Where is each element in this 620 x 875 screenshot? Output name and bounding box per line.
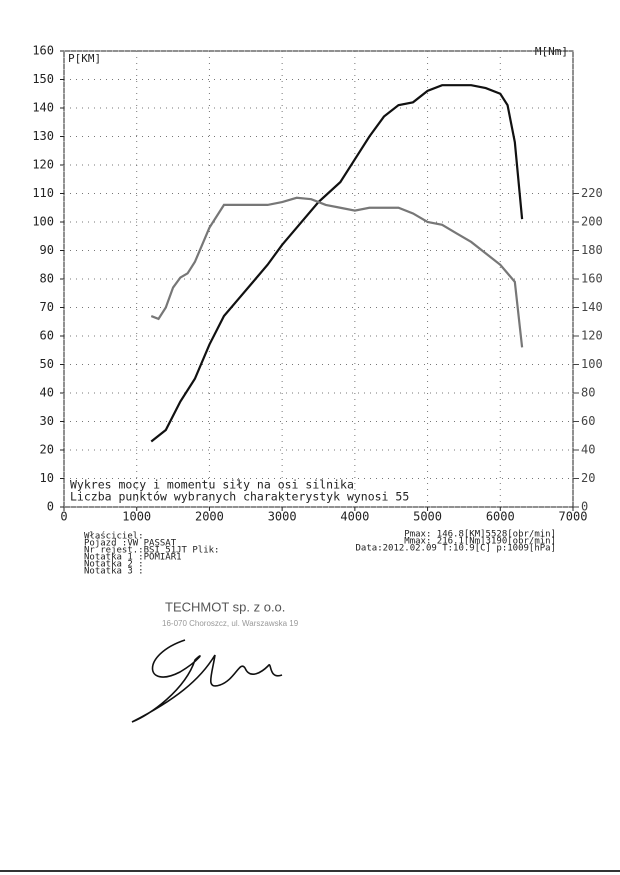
x-tick-label: 0 (60, 510, 67, 524)
y-tick-label: 150 (32, 72, 54, 86)
series-line (150, 84, 524, 443)
y2-tick-label: 180 (581, 243, 603, 257)
y2-tick-label: 120 (581, 329, 603, 343)
y2-tick-label: 100 (581, 357, 603, 371)
y-tick-label: 50 (40, 357, 54, 371)
y-tick-label: 0 (47, 500, 54, 514)
info-line: Data:2012.02.09 T:10.9[C] p:1009[hPa] (356, 544, 556, 554)
x-tick-label: 7000 (559, 510, 588, 524)
info-line: Właściciel: (84, 531, 144, 542)
y-tick-label: 130 (32, 129, 54, 143)
x-tick-label: 4000 (340, 510, 369, 524)
y2-tick-label: 220 (581, 186, 603, 200)
x-tick-label: 6000 (486, 510, 515, 524)
info-line: Mmax: 216.1[Nm]3190[obr/min] (404, 537, 556, 547)
y-tick-label: 60 (40, 329, 54, 343)
y-tick-label: 160 (32, 44, 54, 58)
y-tick-label: 30 (40, 414, 54, 428)
info-left: Właściciel: Pojazd :VW PASSAT Nr rejest.… (84, 531, 219, 577)
y-tick-label: 80 (40, 272, 54, 286)
y-tick-label: 110 (32, 186, 54, 200)
y2-tick-label: 200 (581, 215, 603, 229)
y2-tick-label: 140 (581, 300, 603, 314)
info-line: Pojazd :VW PASSAT (84, 539, 177, 549)
x-tick-label: 1000 (122, 510, 151, 524)
info-line: Nr rejest.:BSI 51JT Plik: (84, 546, 219, 556)
info-line: Notatka 3 : (84, 567, 144, 577)
x-tick-label: 2000 (195, 510, 224, 524)
y2-tick-label: 60 (581, 414, 595, 428)
annotation: Wykres mocy i momentu siły na osi silnik… (70, 478, 354, 492)
x-tick-label: 3000 (268, 510, 297, 524)
y2-tick-label: 80 (581, 386, 595, 400)
info-line: Pmax: 146.8[KM]5528[obr/min] (404, 530, 556, 540)
series-line (150, 196, 524, 348)
y2-axis-label: M[Nm] (535, 45, 568, 58)
signature (131, 639, 283, 723)
y-tick-label: 100 (32, 215, 54, 229)
y-tick-label: 20 (40, 443, 54, 457)
y-tick-label: 40 (40, 386, 54, 400)
y2-tick-label: 40 (581, 443, 595, 457)
annotation: Liczba punktów wybranych charakterystyk … (70, 490, 409, 504)
y-tick-label: 140 (32, 101, 54, 115)
stamp-address: 16-070 Choroszcz, ul. Warszawska 19 (162, 619, 299, 628)
y-tick-label: 10 (40, 471, 54, 485)
info-line: Notatka 2 : (84, 560, 144, 570)
y-tick-label: 90 (40, 243, 54, 257)
y-tick-label: 70 (40, 300, 54, 314)
y2-tick-label: 20 (581, 471, 595, 485)
x-tick-label: 5000 (413, 510, 442, 524)
y2-tick-label: 160 (581, 272, 603, 286)
y-tick-label: 120 (32, 158, 54, 172)
y2-tick-label: 0 (581, 500, 588, 514)
info-line: Notatka 1 :POMIAR1 (84, 553, 182, 563)
y-axis-label: P[KM] (68, 52, 101, 65)
stamp-company: TECHMOT sp. z o.o. (165, 599, 285, 614)
